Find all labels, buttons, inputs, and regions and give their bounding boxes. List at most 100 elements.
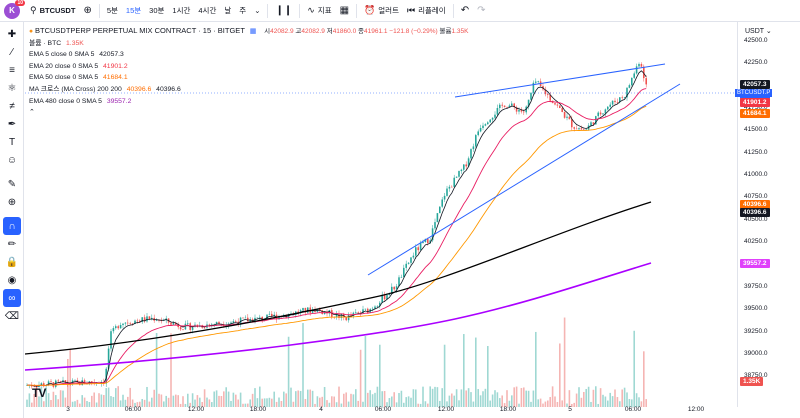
- measure-tool[interactable]: ✎: [0, 175, 24, 193]
- stay-drawing-tool[interactable]: ✏: [0, 235, 24, 253]
- legend-ema480-row[interactable]: EMA 480 close 0 SMA 5 39557.2: [29, 96, 469, 108]
- volume-bar: [357, 400, 359, 407]
- candle-body: [141, 317, 143, 323]
- volume-bar: [590, 401, 592, 407]
- candle-body: [127, 322, 129, 324]
- candle-body: [374, 306, 376, 309]
- sync-drawings-tool[interactable]: ∞: [3, 289, 21, 307]
- symbol-search[interactable]: ⚲ BTCUSDT: [26, 0, 79, 22]
- redo-button[interactable]: ↷: [473, 0, 489, 22]
- legend-collapse-button[interactable]: ⌃: [29, 107, 469, 119]
- trendline-tool[interactable]: ∕: [0, 43, 24, 61]
- candle-body: [554, 103, 556, 105]
- volume-bar: [213, 391, 215, 407]
- magnet-tool[interactable]: ∩: [3, 217, 21, 235]
- volume-bar: [194, 399, 196, 407]
- time-label: 18:00: [499, 406, 517, 413]
- interval-dropdown[interactable]: ⌄: [250, 0, 264, 22]
- symbol-label: BTCUSDT: [39, 6, 76, 15]
- currency-selector[interactable]: USDT ⌄: [745, 27, 772, 35]
- time-label: 12:00: [687, 406, 705, 413]
- open-value: 42082.9: [270, 28, 294, 35]
- fib-tool[interactable]: ≠: [0, 97, 24, 115]
- legend-ma-cross-row[interactable]: MA 크로스 (MA Cross) 200 200 40396.6 40396.…: [29, 84, 469, 96]
- volume-bar: [165, 395, 167, 407]
- volume-bar: [184, 403, 187, 407]
- indicators-label: 지표: [317, 6, 332, 15]
- volume-bar: [299, 390, 302, 407]
- interval-4h[interactable]: 4시간: [198, 6, 217, 15]
- replay-button[interactable]: ⏮ 리플레이: [403, 0, 450, 22]
- volume-bar: [146, 386, 148, 407]
- text-tool[interactable]: T: [0, 133, 24, 151]
- undo-button[interactable]: ↶: [457, 0, 473, 22]
- candle-body: [143, 317, 146, 322]
- interval-15m[interactable]: 15분: [125, 6, 142, 15]
- delete-tool[interactable]: ⌫: [0, 307, 24, 325]
- price-tag: 40396.6: [740, 200, 770, 209]
- interval-day[interactable]: 날: [224, 6, 232, 15]
- candle-body: [643, 66, 645, 79]
- interval-1h[interactable]: 1시간: [172, 6, 191, 15]
- candle-body: [609, 104, 611, 107]
- legend-volume-row[interactable]: 볼륨 · BTC 1.35K: [29, 38, 469, 50]
- volume-bar: [539, 398, 542, 407]
- price-chart[interactable]: [25, 22, 737, 407]
- legend-ema50-row[interactable]: EMA 50 close 0 SMA 5 41684.1: [29, 72, 469, 84]
- ema50-value: 41684.1: [103, 74, 128, 82]
- time-scale[interactable]: 3 06:00 12:00 18:00 4 06:00 12:00 18:00 5 06:00 12…: [25, 404, 737, 418]
- interval-30m[interactable]: 30분: [149, 6, 165, 15]
- candle-body: [429, 240, 431, 244]
- candle-body: [494, 114, 496, 118]
- ema480-value: 39557.2: [106, 97, 132, 105]
- time-label: 06:00: [374, 406, 392, 413]
- candle-body: [638, 64, 640, 67]
- market-status-icon: ▦: [249, 28, 257, 35]
- brush-tool[interactable]: ✒: [0, 115, 24, 133]
- candle-body: [547, 94, 549, 95]
- chart-type-button[interactable]: ❙❙: [271, 0, 296, 22]
- lock-tool[interactable]: 🔒: [0, 253, 24, 271]
- currency-label: USDT: [745, 28, 764, 35]
- volume-bar: [74, 401, 76, 407]
- alert-button[interactable]: ⏰ 얼러트: [360, 0, 403, 22]
- interval-week[interactable]: 주: [239, 6, 247, 15]
- volume-bar: [170, 333, 172, 407]
- price-scale[interactable]: 42500.0 42250.0 41750.0 41500.0 41250.0 41000…: [737, 22, 800, 407]
- legend-ema20-row[interactable]: EMA 20 close 0 SMA 5 41901.2: [29, 61, 469, 73]
- volume-bar: [568, 390, 571, 407]
- interval-5m[interactable]: 5분: [106, 6, 118, 15]
- legend-title[interactable]: BTCUSDTPERP PERPETUAL MIX CONTRACT · 15 …: [35, 26, 245, 35]
- volume-bar: [45, 387, 47, 407]
- candle-body: [319, 309, 321, 311]
- volume-bar: [374, 392, 376, 407]
- candle-body: [55, 380, 57, 387]
- visibility-tool[interactable]: ◉: [0, 271, 24, 289]
- price-label: 41250.0: [744, 148, 768, 156]
- add-symbol-button[interactable]: ⊕: [79, 0, 95, 22]
- candle-body: [626, 87, 628, 98]
- volume-bar: [223, 391, 225, 407]
- indicators-button[interactable]: ∿ 지표: [303, 0, 335, 22]
- volume-bar: [64, 397, 67, 407]
- candle-body: [155, 320, 158, 321]
- volume-bar: [470, 392, 472, 407]
- candle-body: [422, 242, 424, 244]
- divider: [98, 3, 100, 18]
- user-avatar[interactable]: K 10: [4, 0, 25, 19]
- volume-bar: [59, 390, 62, 407]
- candle-body: [503, 105, 506, 107]
- candle-body: [124, 322, 127, 324]
- volume-bar: [571, 403, 573, 407]
- legend-ema5-row[interactable]: EMA 5 close 0 SMA 5 42057.3: [29, 49, 469, 61]
- emoji-tool[interactable]: ☺: [0, 151, 24, 169]
- volume-bar: [482, 391, 484, 407]
- time-label: 06:00: [124, 406, 142, 413]
- candle-body: [465, 164, 467, 167]
- pattern-tool[interactable]: ⚛: [0, 79, 24, 97]
- zoom-tool[interactable]: ⊕: [0, 193, 24, 211]
- crosshair-tool[interactable]: ✚: [0, 25, 24, 43]
- horizontal-line-tool[interactable]: ≡: [0, 61, 24, 79]
- candle-body: [530, 92, 532, 100]
- layout-button[interactable]: ▦: [336, 0, 353, 22]
